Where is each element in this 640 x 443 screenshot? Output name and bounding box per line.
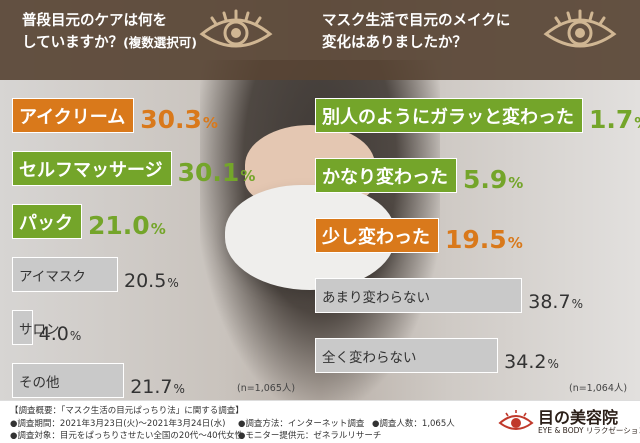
left-value-number-1: 30.1 [177,158,240,187]
left-value-label-3: 20.5% [124,272,179,291]
left-value-unit-2: % [150,220,166,238]
right-value-number-1: 5.9 [463,165,508,194]
left-value-label-1: 30.1% [178,160,256,185]
header-band [0,0,640,80]
left-bar-label-5: その他 [19,374,60,391]
brand-logo-name: 目の美容院 [538,408,619,427]
right-bar-0: 別人のようにガラッと変わった [315,98,583,133]
right-value-unit-3: % [571,297,583,311]
eye-icon [199,9,273,48]
left-sample-size: (n=1,065人) [237,383,296,394]
left-value-label-5: 21.7% [130,378,185,397]
left-value-number-3: 20.5 [124,270,167,292]
left-value-number-5: 21.7 [130,376,173,398]
right-sample-size: (n=1,064人) [569,383,628,394]
left-bar-label-4: サロン [19,321,60,338]
survey-target: ●調査対象：目元をぱっちりさせたい全国の20代～40代女性 [10,431,244,441]
brand-logo-tagline: EYE & BODY リラクゼーション [538,426,640,435]
left-value-number-2: 21.0 [88,211,150,240]
left-bar-3: アイマスク [12,257,118,292]
left-value-unit-0: % [202,114,218,132]
left-bar-2: パック [12,204,82,239]
left-value-unit-1: % [240,167,256,185]
right-value-label-2: 19.5% [445,227,523,252]
left-bar-0: アイクリーム [12,98,135,133]
left-bar-5: その他 [12,363,125,398]
right-value-label-3: 38.7% [528,293,583,312]
left-title-note: (複数選択可) [123,35,198,50]
monitor-provider: ●モニター提供元：ゼネラルリサーチ [238,431,382,441]
right-value-number-3: 38.7 [528,291,571,313]
right-value-unit-0: % [634,114,640,132]
right-value-number-2: 19.5 [445,225,507,254]
left-bar-label-0: アイクリーム [19,106,126,128]
left-value-unit-3: % [167,276,179,290]
right-bar-1: かなり変わった [315,158,457,193]
right-value-label-1: 5.9% [463,167,523,192]
right-value-number-0: 1.7 [589,105,634,134]
left-title-line1: 普段目元のケアは何を [22,13,167,29]
left-value-label-2: 21.0% [88,213,166,238]
right-title-line1: マスク生活で目元のメイクに [322,13,511,29]
right-value-number-4: 34.2 [504,351,547,373]
right-title-line2: 変化はありましたか？ [322,35,467,51]
right-value-label-0: 1.7% [589,107,640,132]
right-bar-2: 少し変わった [315,218,439,253]
left-chart-title: 普段目元のケアは何を していますか？(複数選択可) [22,10,222,54]
survey-method: ●調査方法：インターネット調査 [238,419,365,429]
left-value-label-0: 30.3% [140,107,218,132]
left-bar-4: サロン [12,310,60,345]
right-bar-4: 全く変わらない [315,338,499,373]
survey-period: ●調査期間：2021年3月23日(火)～2021年3月24日(水) [10,419,226,429]
right-bar-label-4: 全く変わらない [322,349,417,366]
left-bar-label-3: アイマスク [19,268,86,285]
right-value-unit-1: % [508,174,524,192]
left-value-unit-5: % [173,382,185,396]
right-value-label-4: 34.2% [504,353,559,372]
left-value-number-0: 30.3 [140,105,202,134]
right-chart-title: マスク生活で目元のメイクに 変化はありましたか？ [322,10,572,54]
right-value-unit-4: % [547,357,559,371]
brand-logo [498,410,534,430]
left-title-line2: していますか？ [22,35,124,51]
left-bar-label-2: パック [19,212,73,234]
footer [0,400,640,443]
left-bar-1: セルフマッサージ [12,151,172,186]
survey-count: ●調査人数：1,065人 [372,419,455,429]
right-bar-label-1: かなり変わった [322,166,448,188]
right-value-unit-2: % [507,234,523,252]
left-value-number-4: 4.0 [38,323,69,345]
left-value-label-4: 4.0% [39,325,82,344]
survey-summary: 【調査概要：「マスク生活の目元ぱっちり法」に関する調査】 [10,406,244,416]
eye-icon [543,9,617,48]
left-value-unit-4: % [69,329,82,343]
right-bar-3: あまり変わらない [315,278,523,313]
right-bar-label-3: あまり変わらない [322,289,430,306]
left-bar-label-1: セルフマッサージ [19,159,163,181]
right-bar-label-2: 少し変わった [322,226,430,248]
right-bar-label-0: 別人のようにガラッと変わった [322,106,574,128]
